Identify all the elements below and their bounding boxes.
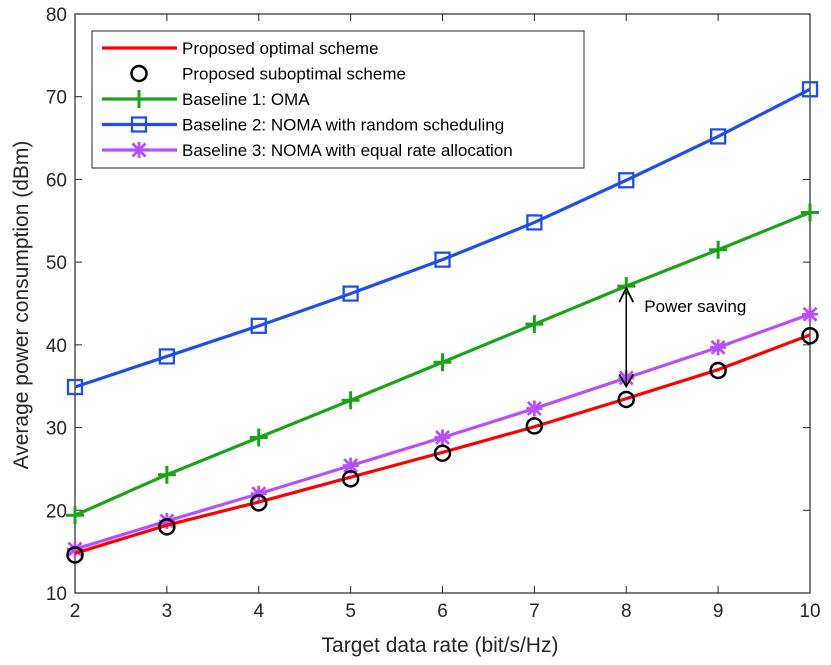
- legend-entry-5: Baseline 3: NOMA with equal rate allocat…: [102, 141, 513, 160]
- legend-marker: [130, 64, 148, 83]
- data-point: [526, 214, 543, 231]
- series-line: [74, 87, 811, 389]
- data-point: [157, 465, 176, 484]
- data-point: [801, 81, 819, 98]
- legend-label: Baseline 3: NOMA with equal rate allocat…: [182, 141, 513, 160]
- x-tick-label: 4: [253, 601, 264, 622]
- data-point: [341, 391, 360, 410]
- legend-label: Proposed suboptimal scheme: [182, 65, 406, 84]
- y-tick-label: 70: [46, 88, 67, 109]
- series-4: [66, 81, 819, 396]
- data-point: [710, 339, 727, 356]
- data-point: [66, 378, 84, 396]
- legend-entry-4: Baseline 2: NOMA with random scheduling: [102, 116, 504, 135]
- annotation: Power saving: [618, 286, 746, 389]
- legend-entry-3: Baseline 1: OMA: [102, 90, 310, 109]
- data-point: [342, 285, 359, 302]
- y-tick-label: 20: [46, 501, 67, 522]
- data-point: [709, 240, 728, 259]
- x-tick-label: 9: [713, 601, 724, 622]
- data-point: [341, 470, 360, 488]
- y-tick-label: 10: [46, 584, 67, 605]
- series-3: [66, 203, 819, 525]
- data-point: [66, 546, 84, 564]
- x-tick-label: 2: [70, 601, 81, 622]
- data-point: [66, 506, 84, 525]
- data-point: [617, 390, 635, 409]
- y-tick-label: 40: [46, 336, 67, 357]
- annotation-arrowhead-up: [618, 286, 635, 303]
- data-point: [525, 417, 544, 435]
- data-point: [67, 541, 83, 558]
- data-point: [618, 172, 635, 189]
- legend: Proposed optimal scheme Proposed suboptim…: [91, 30, 585, 169]
- y-tick-label: 80: [46, 5, 67, 26]
- legend-marker: [130, 90, 148, 108]
- series-layer: [66, 81, 819, 564]
- axes: 2 3 4 5 6 7 8 9 10 10 20 30 40 50 60 70 80: [46, 5, 821, 622]
- data-point: [158, 513, 175, 530]
- y-tick-label: 30: [46, 419, 67, 440]
- series-1: [74, 333, 811, 555]
- data-point: [526, 400, 543, 417]
- x-tick-label: 8: [621, 601, 632, 622]
- legend-marker: [131, 142, 147, 158]
- x-tick-label: 6: [437, 601, 448, 622]
- data-point: [342, 457, 359, 474]
- data-point: [250, 317, 267, 334]
- legend-label: Baseline 2: NOMA with random scheduling: [182, 116, 504, 135]
- y-tick-label: 60: [46, 170, 67, 191]
- y-axis-label: Average power consumption (dBm): [10, 141, 33, 470]
- x-tick-label: 5: [345, 601, 356, 622]
- data-point: [158, 348, 176, 365]
- x-tick-label: 10: [799, 601, 820, 622]
- annotation-text: Power saving: [644, 297, 746, 316]
- x-tick-label: 7: [529, 601, 540, 622]
- series-2: [66, 327, 819, 564]
- legend-entry-1: Proposed optimal scheme: [102, 39, 379, 58]
- series-line: [74, 333, 811, 555]
- x-tick-label: 3: [162, 601, 173, 622]
- data-point: [801, 203, 819, 222]
- data-point: [525, 315, 544, 334]
- data-point: [801, 327, 819, 345]
- legend-entry-2: Proposed suboptimal scheme: [130, 64, 406, 84]
- legend-label: Baseline 1: OMA: [182, 90, 310, 109]
- data-point: [709, 128, 727, 145]
- data-point: [434, 429, 451, 446]
- data-point: [433, 353, 452, 372]
- y-tick-label: 50: [46, 253, 67, 274]
- data-point: [802, 306, 818, 323]
- data-point: [250, 485, 267, 502]
- data-point: [250, 494, 268, 512]
- annotation-arrowhead-down: [618, 373, 635, 389]
- legend-marker: [130, 116, 148, 133]
- x-axis-label: Target data rate (bit/s/Hz): [322, 634, 559, 657]
- legend-label: Proposed optimal scheme: [182, 39, 379, 58]
- data-point: [433, 444, 452, 462]
- series-5: [67, 306, 818, 558]
- data-point: [158, 518, 176, 536]
- data-point: [249, 428, 268, 447]
- data-point: [709, 361, 727, 380]
- data-point: [434, 251, 451, 268]
